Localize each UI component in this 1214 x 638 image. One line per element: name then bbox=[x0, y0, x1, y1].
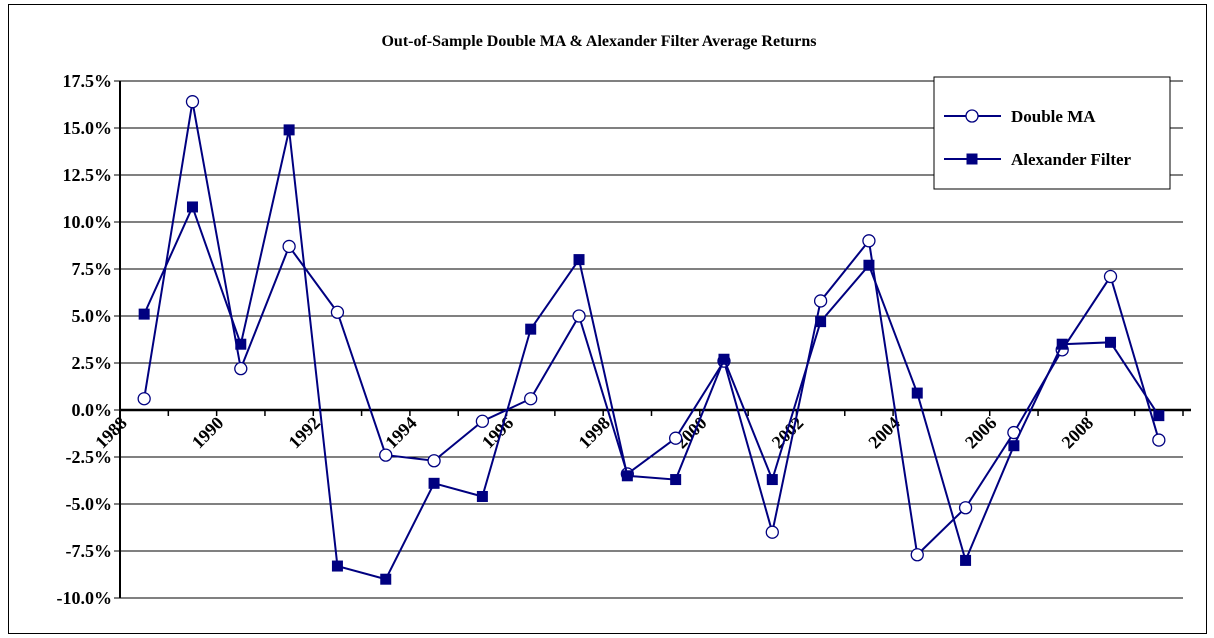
data-point-double-ma bbox=[765, 525, 779, 539]
data-point-alexander-filter bbox=[718, 353, 730, 365]
x-tick-label: 1994 bbox=[381, 413, 421, 453]
data-point-alexander-filter bbox=[186, 201, 198, 213]
data-point-alexander-filter bbox=[621, 470, 633, 482]
data-point-alexander-filter bbox=[525, 323, 537, 335]
data-point-alexander-filter bbox=[476, 490, 488, 502]
data-point-double-ma bbox=[669, 431, 683, 445]
x-tick-label: 2006 bbox=[961, 413, 1001, 453]
data-point-alexander-filter bbox=[1153, 410, 1165, 422]
data-point-alexander-filter bbox=[283, 124, 295, 136]
legend: Double MA Alexander Filter bbox=[933, 76, 1171, 190]
series-line-double-ma bbox=[143, 101, 1160, 557]
data-point-double-ma bbox=[185, 95, 200, 109]
data-point-double-ma bbox=[282, 239, 296, 254]
data-point-alexander-filter bbox=[670, 474, 682, 486]
data-point-alexander-filter bbox=[573, 254, 585, 266]
data-point-double-ma bbox=[958, 501, 973, 515]
data-point-double-ma bbox=[524, 392, 538, 406]
data-point-alexander-filter bbox=[911, 387, 923, 399]
data-point-double-ma bbox=[1103, 269, 1118, 284]
data-point-double-ma bbox=[1152, 433, 1166, 447]
y-tick-label: 12.5% bbox=[63, 165, 113, 185]
x-tick-label: 1992 bbox=[285, 413, 325, 453]
series-group bbox=[137, 95, 1166, 585]
legend-marker-alexander-filter bbox=[966, 153, 978, 165]
chart-title: Out-of-Sample Double MA & Alexander Filt… bbox=[381, 33, 816, 50]
data-point-alexander-filter bbox=[960, 554, 972, 566]
data-point-double-ma bbox=[330, 305, 345, 319]
y-tick-label: 17.5% bbox=[63, 71, 113, 91]
data-point-alexander-filter bbox=[1105, 336, 1117, 348]
data-point-double-ma bbox=[427, 454, 441, 468]
x-axis-ticks: 1988 1990 1992 1994 1996 1998 2000 2002 2004 2006… bbox=[91, 413, 1097, 453]
data-point-double-ma bbox=[234, 361, 248, 376]
data-point-alexander-filter bbox=[235, 338, 247, 350]
y-tick-label: 7.5% bbox=[72, 259, 113, 279]
data-point-alexander-filter bbox=[428, 477, 440, 489]
data-point-double-ma bbox=[910, 548, 924, 562]
x-tick-label: 1998 bbox=[574, 413, 614, 453]
data-point-alexander-filter bbox=[380, 573, 392, 585]
y-tick-label: 5.0% bbox=[72, 306, 113, 326]
x-tick-label: 2008 bbox=[1058, 413, 1098, 453]
data-point-double-ma bbox=[862, 234, 876, 248]
y-tick-label: -10.0% bbox=[57, 588, 113, 608]
y-tick-label: -7.5% bbox=[66, 541, 113, 561]
data-point-double-ma bbox=[137, 392, 151, 406]
legend-label-double-ma: Double MA bbox=[1011, 107, 1096, 126]
data-point-double-ma bbox=[572, 309, 586, 323]
data-point-alexander-filter bbox=[863, 259, 875, 271]
legend-box bbox=[933, 76, 1171, 190]
data-point-double-ma bbox=[813, 294, 828, 308]
y-axis-ticks: 17.5% 15.0% 12.5% 10.0% 7.5% 5.0% 2.5% 0.0% -2.5… bbox=[57, 71, 113, 608]
y-tick-label: 15.0% bbox=[63, 118, 113, 138]
chart-frame: Out-of-Sample Double MA & Alexander Filt… bbox=[8, 4, 1207, 634]
data-point-alexander-filter bbox=[331, 560, 343, 572]
y-tick-label: -2.5% bbox=[66, 447, 113, 467]
legend-marker-double-ma bbox=[965, 109, 979, 123]
y-tick-label: 2.5% bbox=[72, 353, 113, 373]
y-tick-label: -5.0% bbox=[66, 494, 113, 514]
x-tick-label: 1990 bbox=[188, 413, 228, 453]
data-point-alexander-filter bbox=[1056, 338, 1068, 350]
axes bbox=[119, 81, 1191, 598]
data-point-alexander-filter bbox=[1008, 440, 1020, 452]
series-line-alexander-filter bbox=[143, 129, 1160, 581]
data-point-alexander-filter bbox=[766, 474, 778, 486]
line-chart: Out-of-Sample Double MA & Alexander Filt… bbox=[57, 33, 1191, 608]
legend-label-alexander-filter: Alexander Filter bbox=[1011, 150, 1132, 169]
data-point-double-ma bbox=[379, 448, 393, 462]
y-tick-label: 0.0% bbox=[72, 400, 113, 420]
data-point-double-ma bbox=[475, 414, 490, 428]
data-point-alexander-filter bbox=[138, 308, 150, 320]
y-tick-label: 10.0% bbox=[63, 212, 113, 232]
data-point-alexander-filter bbox=[815, 316, 827, 328]
